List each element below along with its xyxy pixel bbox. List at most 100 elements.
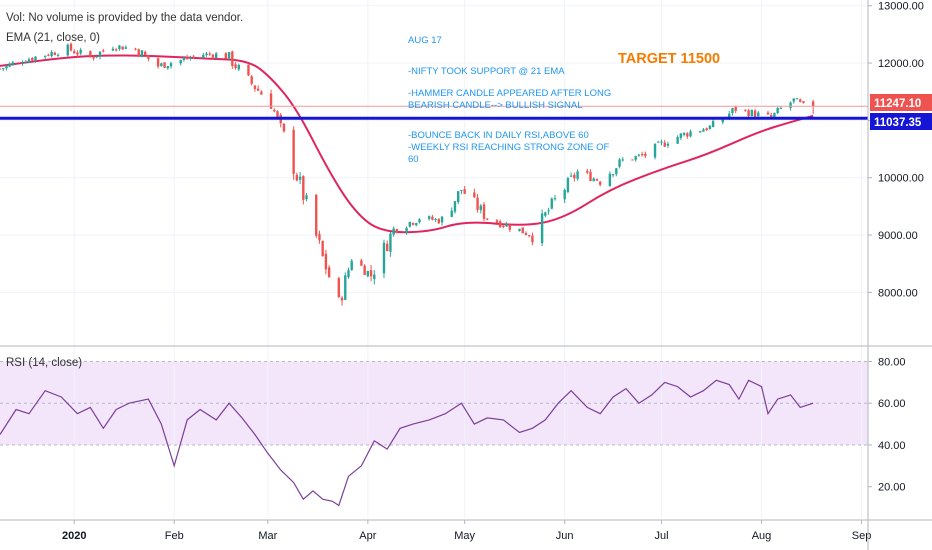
annotation-line: -BOUNCE BACK IN DAILY RSI,ABOVE 60 (408, 130, 589, 141)
price-tick-label: 12000.00 (878, 58, 924, 70)
candle-body (631, 159, 634, 161)
candle-body (702, 129, 705, 132)
candle-body (505, 224, 508, 227)
overlay-layer (0, 105, 868, 120)
candle-body (524, 233, 528, 236)
candle-body (802, 101, 805, 103)
candle-body (79, 49, 82, 54)
candle-body (769, 114, 773, 117)
candle-body (189, 57, 192, 59)
ema-line (0, 54, 814, 234)
candle-body (608, 173, 612, 187)
candle-body (295, 174, 299, 181)
candle-body (350, 260, 353, 271)
candle-body (660, 141, 663, 143)
candle-body (247, 64, 250, 76)
price-tick-label: 13000.00 (878, 1, 924, 13)
candle-body (192, 56, 195, 58)
price-tick-label: 8000.00 (878, 287, 918, 299)
candle-body (663, 142, 666, 147)
candle-body (766, 112, 770, 115)
candle-body (237, 64, 240, 70)
candle-body (699, 131, 702, 133)
candle-body (408, 221, 411, 227)
time-tick-label: 2020 (62, 530, 86, 542)
candle-body (321, 240, 324, 257)
candle-body (0, 68, 2, 70)
annotation-line: AUG 17 (408, 35, 442, 46)
candle-body (202, 54, 205, 58)
rsi-line (0, 379, 814, 507)
candle-body (563, 189, 566, 200)
candle-body (324, 253, 328, 270)
candle-body (305, 195, 308, 200)
candle-body (621, 159, 624, 161)
candle-body (76, 52, 79, 55)
candle-body (518, 228, 521, 232)
annotation-block: AUG 17 -NIFTY TOOK SUPPORT @ 21 EMA -HAM… (408, 35, 611, 165)
candle-body (708, 125, 712, 130)
candle-body (434, 219, 437, 221)
rsi-tick-label: 60.00 (878, 398, 906, 410)
candle-body (453, 201, 457, 212)
annotation-line: -HAMMER CANDLE APPEARED AFTER LONG (408, 88, 611, 99)
candle-body (795, 98, 799, 100)
candle-body (689, 131, 692, 137)
candle-body (179, 59, 182, 64)
grid-layer (0, 0, 868, 518)
candle-body (337, 278, 341, 297)
candle-body (318, 234, 321, 241)
candle-body (460, 189, 463, 192)
candle-body (637, 154, 641, 156)
candle-body (527, 235, 531, 237)
candle-body (95, 56, 99, 58)
candle-body (169, 63, 173, 67)
candle-body (640, 154, 644, 156)
candle-body (214, 53, 218, 59)
ema-layer (0, 54, 814, 234)
support-price-tag-text: 11037.35 (874, 117, 922, 129)
candle-body (463, 189, 466, 194)
candle-body (476, 197, 479, 210)
candle-body (705, 128, 708, 131)
candle-body (182, 58, 186, 60)
candle-body (269, 93, 273, 109)
candle-body (302, 176, 305, 200)
candle-body (502, 226, 505, 228)
candle-body (437, 219, 441, 224)
candle-body (363, 265, 366, 275)
candle-body (282, 123, 286, 132)
rsi-tick-label: 80.00 (878, 357, 906, 369)
candle-body (757, 112, 760, 117)
candle-body (721, 119, 724, 123)
candle-body (744, 109, 747, 111)
candle-body (292, 129, 295, 174)
candle-body (114, 49, 118, 51)
candle-body (553, 198, 557, 200)
candle-body (92, 57, 95, 59)
last-price-tag-text: 11247.10 (874, 98, 921, 110)
candle-body (147, 55, 150, 59)
candle-body (415, 223, 418, 226)
candle-body (211, 54, 215, 58)
candle-body (73, 51, 76, 54)
candle-body (592, 178, 595, 182)
ema-legend[interactable]: EMA (21, close, 0) (6, 32, 100, 44)
candle-body (569, 175, 573, 177)
volume-note: Vol: No volume is provided by the data v… (6, 12, 243, 24)
candle-body (234, 64, 237, 69)
time-tick-label: Apr (359, 530, 376, 542)
target-label: TARGET 11500 (618, 51, 720, 67)
candle-body (160, 63, 163, 66)
candle-body (118, 45, 121, 50)
candle-body (473, 192, 476, 198)
candle-body (576, 171, 579, 179)
rsi-legend[interactable]: RSI (14, close) (6, 357, 82, 369)
candle-body (411, 222, 415, 225)
candle-body (531, 235, 534, 243)
candle-body (540, 213, 544, 244)
candle-body (8, 63, 11, 67)
candle-body (102, 50, 105, 52)
candle-body (792, 98, 795, 102)
